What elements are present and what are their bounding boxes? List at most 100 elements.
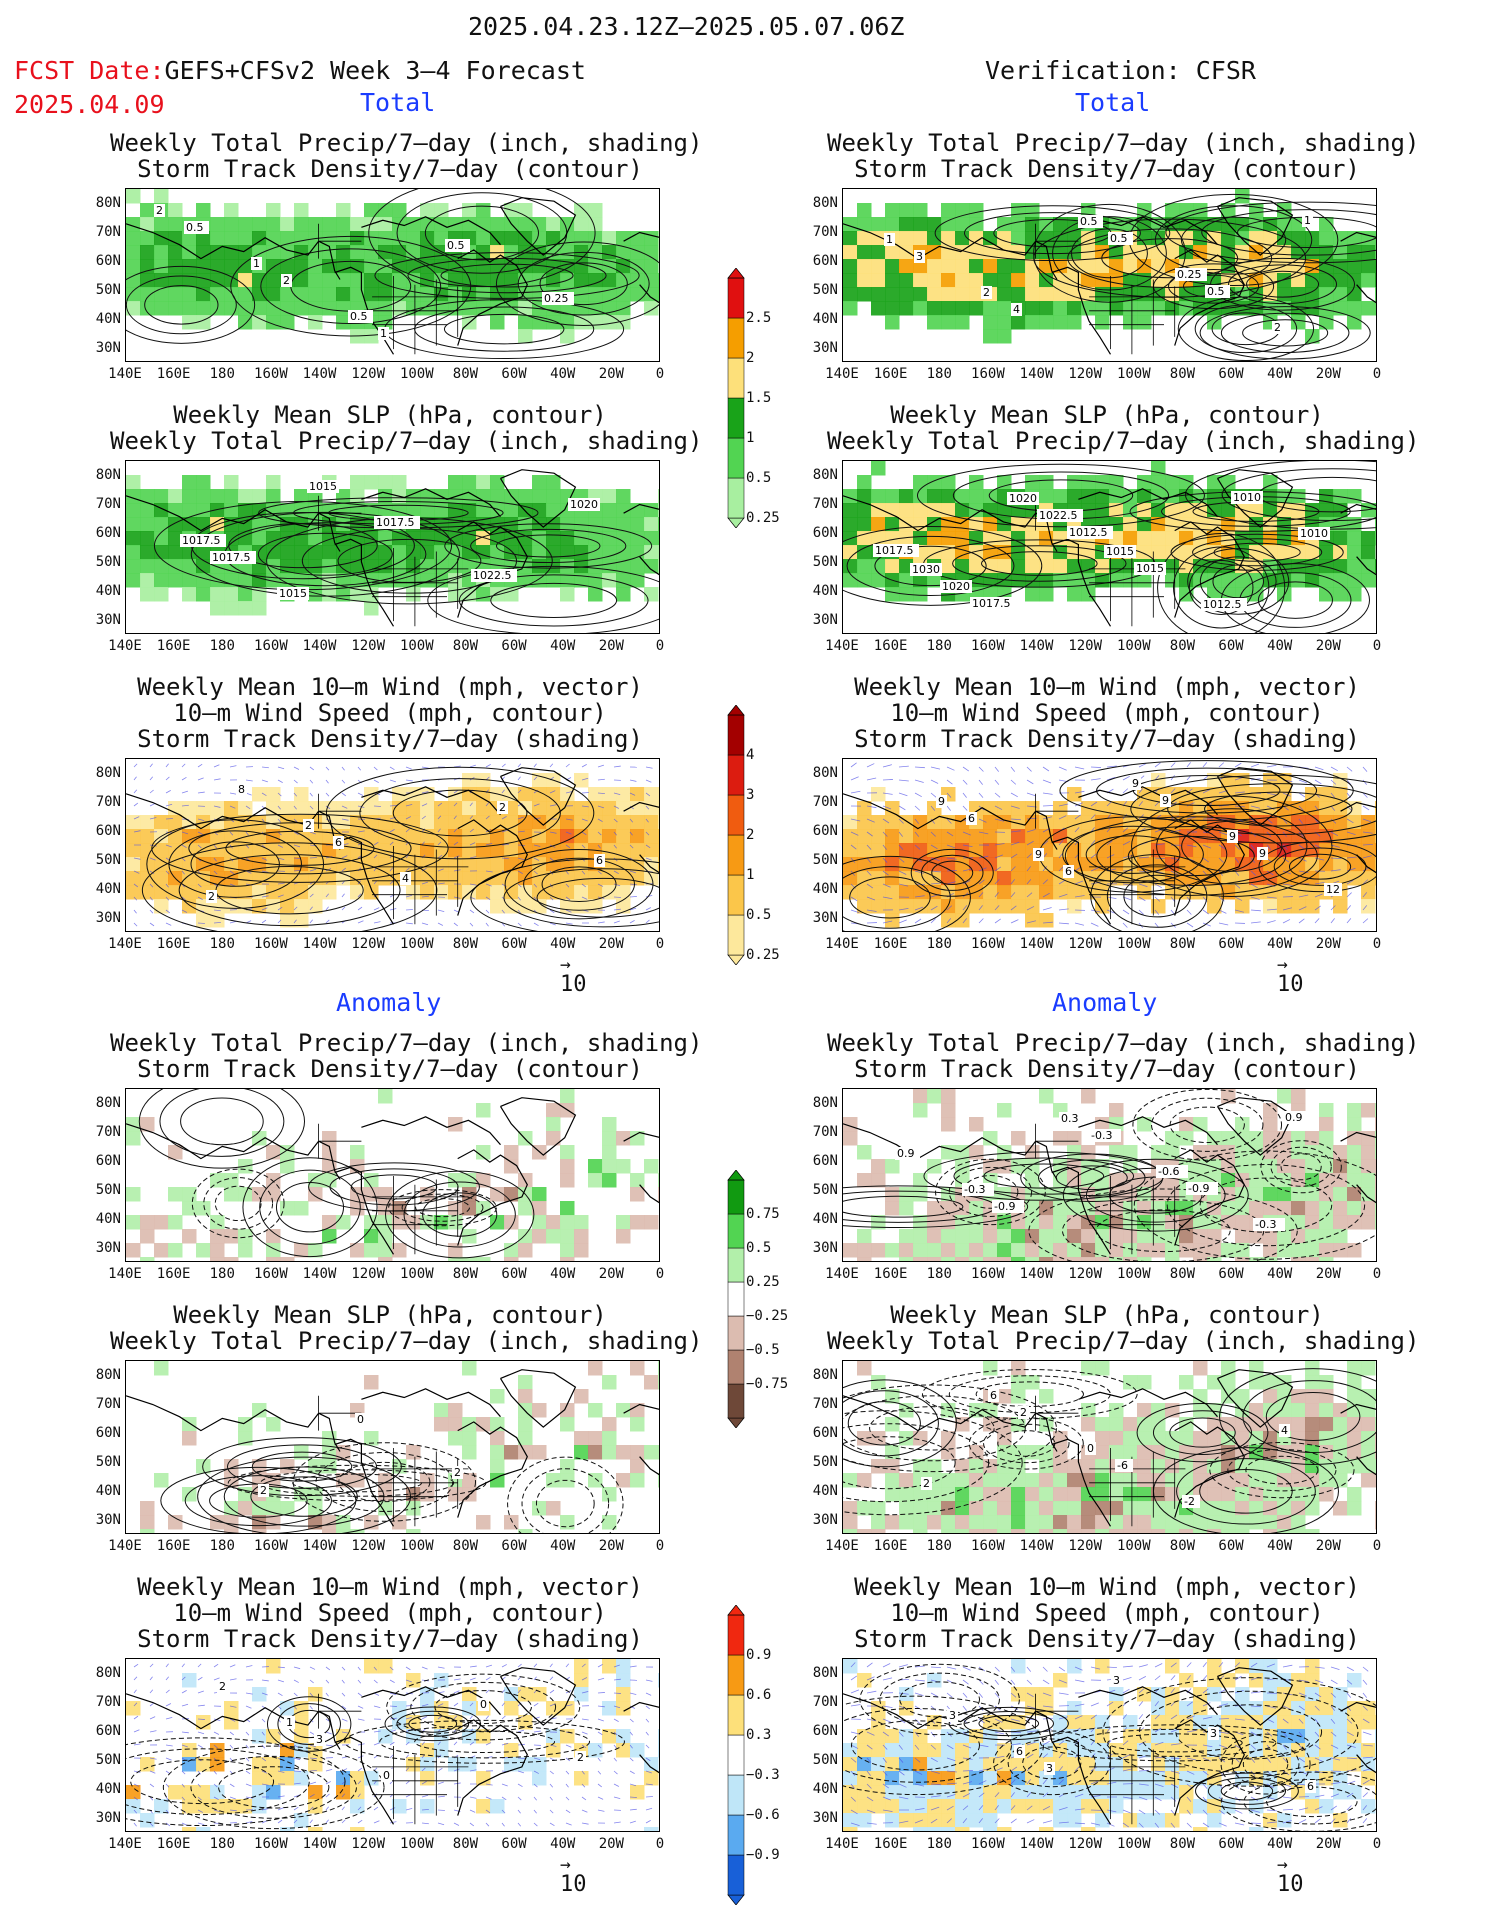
shade-cell	[1319, 1375, 1334, 1390]
shade-cell	[574, 1431, 589, 1446]
wind-vector	[469, 828, 474, 833]
shade-cell	[238, 489, 253, 504]
lon-label: 160E	[156, 1266, 191, 1282]
shade-cell	[1235, 1431, 1250, 1446]
shade-cell	[616, 573, 631, 588]
shade-cell	[927, 245, 942, 260]
shade-cell	[1235, 1487, 1250, 1502]
shade-cell	[899, 1187, 914, 1202]
wind-vector	[549, 1744, 557, 1747]
shade-cell	[1221, 1501, 1236, 1516]
shade-cell	[1053, 885, 1068, 900]
shade-cell	[1123, 517, 1138, 532]
wind-vector	[229, 1705, 237, 1708]
wind-vector	[549, 922, 556, 926]
contour-label: 0.5	[350, 310, 368, 323]
fcst-date-label: FCST Date:GEFS+CFSv2 Week 3–4 Forecast	[14, 58, 586, 83]
shade-cell	[182, 1799, 197, 1814]
shade-cell	[476, 885, 491, 900]
shade-cell	[1333, 1403, 1348, 1418]
shade-cell	[588, 829, 603, 844]
shade-cell	[336, 315, 351, 330]
shade-cell	[616, 315, 631, 330]
shade-cell	[392, 1799, 407, 1814]
wind-vector	[309, 1793, 315, 1798]
shade-cell	[238, 273, 253, 288]
wind-vector	[325, 919, 330, 924]
wind-vector	[1202, 909, 1209, 915]
wind-vector	[469, 909, 475, 914]
shade-cell	[1165, 559, 1180, 574]
shade-cell	[238, 871, 253, 886]
fcst-model: GEFS+CFSv2 Week 3–4 Forecast	[164, 56, 586, 85]
wind-vector	[373, 779, 379, 783]
shade-cell	[1249, 1403, 1264, 1418]
wind-vector	[325, 1692, 329, 1697]
shade-cell	[532, 1229, 547, 1244]
wind-vector	[850, 909, 860, 914]
wind-vector	[1122, 840, 1131, 846]
shade-cell	[336, 871, 351, 886]
map-canvas: 1030102010151012.5101010201022.510151010…	[843, 461, 1376, 633]
shade-cell	[336, 273, 351, 288]
shade-cell	[1025, 913, 1040, 928]
shade-cell	[448, 1201, 463, 1216]
shade-cell	[1305, 273, 1320, 288]
wind-vector	[149, 1730, 157, 1733]
lon-label: 120W	[1068, 366, 1103, 382]
shade-cell	[210, 245, 225, 260]
shade-cell	[140, 1117, 155, 1132]
wind-vector	[613, 831, 617, 836]
shade-cell	[1305, 857, 1320, 872]
wind-vector	[850, 818, 861, 822]
lat-label: 30N	[812, 1240, 838, 1256]
lon-label: 80W	[1169, 638, 1196, 654]
lon-label: 0	[1372, 1266, 1382, 1282]
shade-cell	[1011, 559, 1026, 574]
shade-cell	[857, 1173, 872, 1188]
shade-cell	[644, 1445, 659, 1460]
wind-vector	[149, 817, 157, 820]
wind-vector	[373, 1730, 381, 1733]
shade-cell	[168, 231, 183, 246]
wind-vector	[978, 879, 985, 885]
shade-cell	[1039, 1243, 1054, 1258]
shade-cell	[1053, 315, 1068, 330]
shade-cell	[1305, 545, 1320, 560]
wind-vector	[485, 1676, 491, 1681]
shade-cell	[490, 231, 505, 246]
lat-label: 80N	[95, 467, 121, 483]
shade-cell	[1053, 815, 1068, 830]
shade-cell	[1025, 1257, 1040, 1261]
shade-cell	[546, 1743, 561, 1758]
shade-cell	[1277, 1145, 1292, 1160]
coastline	[361, 1116, 501, 1146]
wind-vector	[181, 909, 188, 913]
wind-vector	[261, 1757, 267, 1762]
wind-vector	[533, 883, 538, 888]
shade-cell	[448, 475, 463, 490]
shade-cell	[1025, 545, 1040, 560]
wind-vector	[866, 831, 873, 837]
shade-cell	[658, 857, 659, 872]
wind-vector	[149, 1757, 157, 1760]
shade-cell	[588, 259, 603, 274]
shade-cell	[350, 259, 365, 274]
wind-vector	[1058, 879, 1066, 885]
shade-cell	[1319, 231, 1334, 246]
shade-cell	[280, 503, 295, 518]
shade-cell	[196, 231, 211, 246]
wind-vector	[533, 896, 537, 901]
shade-cell	[1011, 1229, 1026, 1244]
shade-cell	[1263, 1501, 1278, 1516]
shade-cell	[476, 829, 491, 844]
shade-cell	[210, 815, 225, 830]
wind-vector	[485, 1796, 492, 1800]
contour-line	[1260, 1140, 1342, 1194]
shade-cell	[1361, 815, 1376, 830]
wind-vector	[930, 792, 937, 798]
shade-cell	[616, 899, 631, 914]
shade-cell	[1207, 1257, 1222, 1261]
shade-cell	[1207, 787, 1222, 802]
shade-cell	[140, 843, 155, 858]
